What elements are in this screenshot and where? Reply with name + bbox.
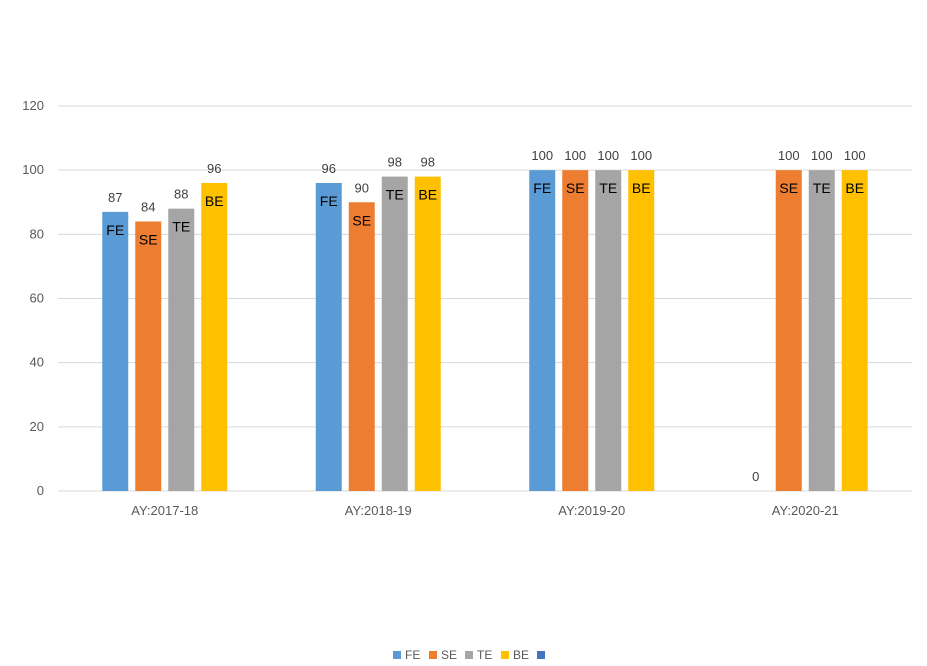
legend-label: FE	[405, 648, 420, 662]
bar-series-label: FE	[320, 193, 338, 209]
y-tick-label: 40	[30, 355, 44, 370]
y-tick-label: 0	[37, 483, 44, 498]
bar-fe	[529, 170, 556, 491]
bar-be	[841, 170, 868, 491]
bar-series-label: SE	[139, 232, 158, 248]
bar-be	[201, 183, 228, 491]
legend-label: BE	[513, 648, 529, 662]
bar-te	[808, 170, 835, 491]
x-tick-label: AY:2020-21	[772, 503, 839, 518]
bar-series-label: BE	[205, 193, 224, 209]
data-label: 100	[630, 148, 652, 163]
data-label: 100	[778, 148, 800, 163]
legend-swatch	[465, 651, 473, 659]
data-label: 90	[355, 180, 369, 195]
y-tick-label: 120	[22, 98, 44, 113]
data-label: 96	[207, 161, 221, 176]
bar-be	[628, 170, 655, 491]
x-tick-label: AY:2019-20	[558, 503, 625, 518]
bar-series-label: SE	[779, 180, 798, 196]
data-label: 88	[174, 187, 188, 202]
bar-series-label: FE	[106, 222, 124, 238]
data-label: 84	[141, 200, 155, 215]
bar-fe	[315, 183, 342, 491]
bar-series-label: TE	[599, 180, 617, 196]
y-tick-label: 60	[30, 291, 44, 306]
bar-se	[775, 170, 802, 491]
bar-se	[348, 202, 375, 491]
data-label: 100	[811, 148, 833, 163]
y-tick-label: 80	[30, 226, 44, 241]
data-label: 100	[844, 148, 866, 163]
bar-se	[135, 221, 162, 491]
bar-series-label: TE	[813, 180, 831, 196]
legend-swatch	[537, 651, 545, 659]
bar-fe	[102, 211, 129, 491]
bar-series-label: BE	[845, 180, 864, 196]
data-label: 100	[564, 148, 586, 163]
data-label: 87	[108, 190, 122, 205]
data-label: 96	[322, 161, 336, 176]
bar-series-label: BE	[632, 180, 651, 196]
legend-swatch	[429, 651, 437, 659]
x-tick-label: AY:2018-19	[345, 503, 412, 518]
bar-te	[381, 176, 408, 492]
bar-be	[414, 176, 441, 492]
data-label: 98	[421, 155, 435, 170]
data-label: 0	[752, 469, 759, 484]
bar-te	[168, 208, 195, 491]
bar-series-label: TE	[172, 219, 190, 235]
bar-series-label: FE	[533, 180, 551, 196]
data-label: 100	[531, 148, 553, 163]
legend-swatch	[393, 651, 401, 659]
bar-series-label: SE	[352, 212, 371, 228]
bar-series-label: TE	[386, 187, 404, 203]
legend-swatch	[501, 651, 509, 659]
legend-label: TE	[477, 648, 492, 662]
x-tick-label: AY:2017-18	[131, 503, 198, 518]
bar-series-label: BE	[418, 187, 437, 203]
data-label: 100	[597, 148, 619, 163]
bar-se	[562, 170, 589, 491]
data-label: 98	[388, 155, 402, 170]
legend-label: SE	[441, 648, 457, 662]
bar-te	[595, 170, 622, 491]
y-tick-label: 20	[30, 419, 44, 434]
bar-series-label: SE	[566, 180, 585, 196]
y-tick-label: 100	[22, 162, 44, 177]
